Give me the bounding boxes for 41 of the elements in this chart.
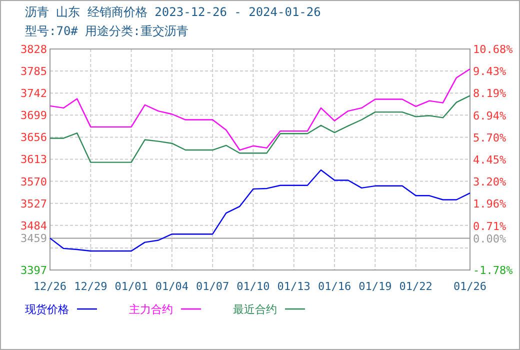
chart-subtitle: 型号:70# 用途分类:重交沥青 — [25, 24, 188, 38]
x-tick-label: 01/19 — [358, 280, 392, 293]
y-tick-label: 3570 — [20, 175, 47, 188]
y2-tick-label: -1.78% — [473, 264, 514, 277]
y2-tick-label: 10.68% — [473, 43, 514, 56]
legend-label: 现货价格 — [25, 303, 69, 316]
y-tick-label: 3828 — [20, 43, 47, 56]
legend-label: 最近合约 — [233, 303, 277, 316]
y-tick-label: 3397 — [20, 264, 47, 277]
y2-tick-label: 3.20% — [473, 176, 506, 189]
legend-label: 主力合约 — [129, 303, 173, 316]
x-tick-label: 01/04 — [155, 280, 189, 293]
x-tick-label: 01/07 — [196, 280, 230, 293]
line-series — [49, 169, 471, 252]
x-tick-label: 01/16 — [318, 280, 352, 293]
y2-tick-label: 6.94% — [473, 109, 506, 122]
chart-title: 沥青 山东 经销商价格 2023-12-26 - 2024-01-26 — [25, 5, 321, 19]
y-tick-label: 3785 — [20, 65, 47, 78]
line-series — [49, 95, 471, 163]
y2-tick-label: 9.43% — [473, 65, 506, 78]
y2-tick-label: 1.96% — [473, 198, 506, 211]
y-tick-label: 3613 — [20, 153, 47, 166]
line-series — [49, 68, 471, 151]
y2-tick-label: 8.19% — [473, 87, 506, 100]
x-tick-label: 01/22 — [399, 280, 432, 293]
y-tick-label: 3699 — [20, 109, 47, 122]
ref-line-label: 3459 — [20, 232, 47, 246]
y2-tick-label: 4.45% — [473, 154, 506, 166]
x-tick-label: 01/10 — [236, 280, 270, 293]
x-tick-label: 01/13 — [277, 280, 310, 293]
y-tick-label: 3656 — [20, 131, 47, 144]
x-tick-label: 01/26 — [453, 280, 487, 293]
x-tick-label: 01/01 — [114, 280, 148, 293]
y2-tick-label: 0.71% — [473, 220, 506, 233]
x-tick-label: 12/29 — [74, 280, 108, 293]
y2-tick-label: 0.00% — [473, 232, 506, 246]
y-tick-label: 3484 — [20, 219, 48, 232]
x-tick-label: 12/26 — [33, 280, 67, 293]
y-tick-label: 3742 — [20, 87, 47, 100]
y-tick-label: 3527 — [20, 197, 47, 210]
y2-tick-label: 5.70% — [473, 131, 506, 144]
